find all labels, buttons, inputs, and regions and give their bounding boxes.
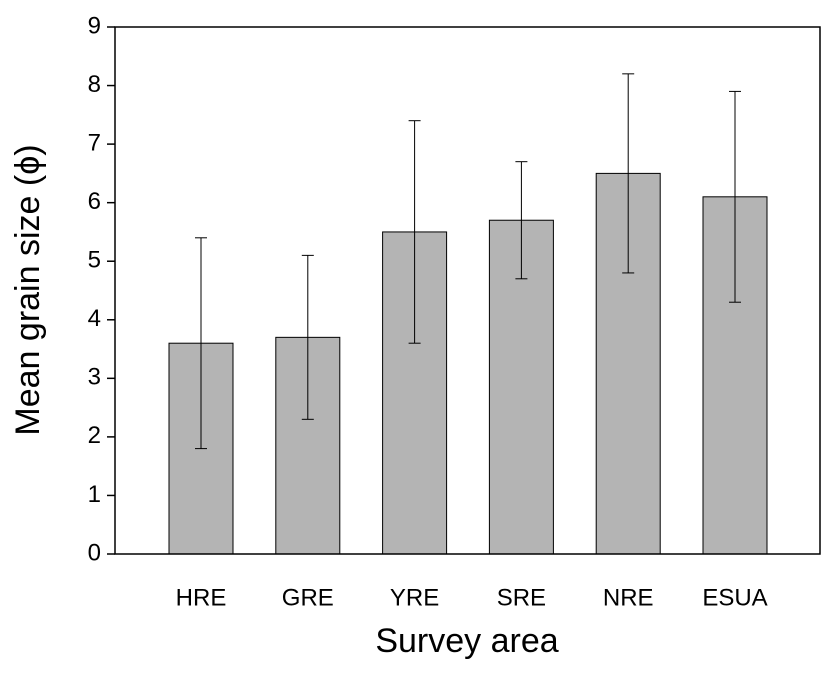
x-axis-title: Survey area: [375, 622, 558, 660]
error-bar: [195, 237, 207, 450]
error-bar: [515, 161, 528, 280]
y-tick-label: 4: [88, 305, 101, 332]
x-tick-label: HRE: [176, 584, 227, 611]
error-bar: [408, 120, 421, 344]
y-tick-label: 6: [88, 188, 101, 215]
y-tick-label: 1: [88, 481, 101, 508]
x-tick-label: GRE: [282, 584, 334, 611]
y-tick-label: 3: [88, 364, 101, 391]
y-tick-label: 9: [88, 12, 101, 39]
y-tick-label: 0: [88, 539, 101, 566]
y-tick-label: 5: [88, 247, 101, 274]
error-bar: [622, 73, 635, 274]
plot-frame: [114, 26, 821, 555]
x-tick-label: NRE: [603, 584, 654, 611]
x-tick-label: ESUA: [702, 584, 767, 611]
y-tick-label: 8: [88, 71, 101, 98]
y-tick-label: 2: [88, 422, 101, 449]
y-axis-title: Mean grain size (ϕ): [9, 144, 47, 435]
x-tick-label: YRE: [390, 584, 439, 611]
x-tick-label: SRE: [497, 584, 546, 611]
y-tick-label: 7: [88, 129, 101, 156]
error-bar: [729, 90, 741, 303]
error-bar: [301, 254, 314, 420]
